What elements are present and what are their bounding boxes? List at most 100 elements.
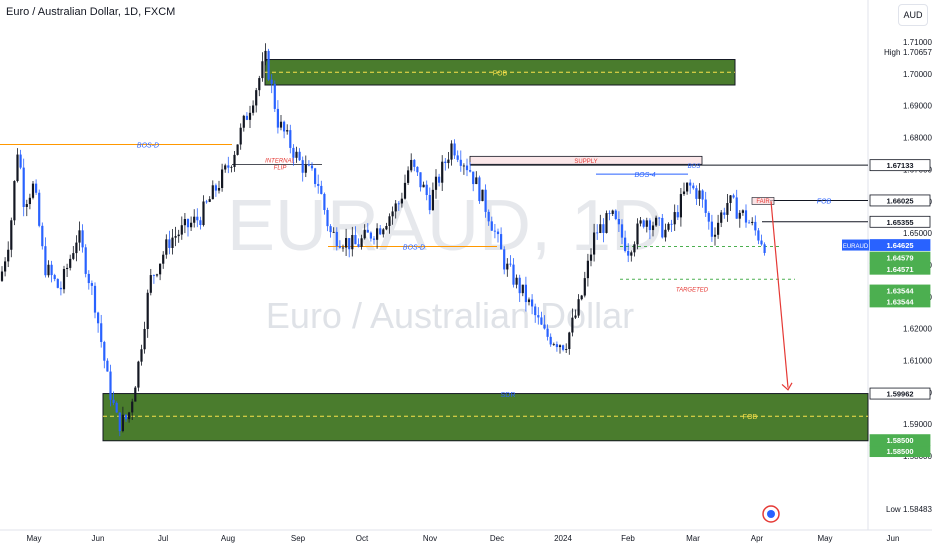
bos-d-left-label: BOS-D — [137, 143, 159, 150]
candle-body — [717, 223, 719, 235]
candle-body — [736, 197, 738, 218]
candle-body — [314, 168, 316, 184]
candle-body — [574, 316, 576, 318]
candle-body — [233, 155, 235, 167]
candle-body — [10, 220, 12, 249]
candle-body — [156, 274, 158, 275]
candle-body — [733, 195, 735, 197]
candle-body — [649, 220, 651, 230]
high-value: 1.70657 — [903, 48, 932, 57]
candle-body — [497, 232, 499, 235]
candle-body — [447, 160, 449, 163]
time-tick-label: May — [26, 534, 41, 543]
candle-body — [271, 80, 273, 84]
candle-body — [463, 166, 465, 167]
time-tick-label: May — [817, 534, 832, 543]
candle-body — [240, 128, 242, 145]
candle-body — [605, 213, 607, 233]
candle-body — [438, 177, 440, 183]
candle-body — [134, 388, 136, 402]
candle-body — [547, 329, 549, 337]
candle-body — [326, 210, 328, 226]
candle-body — [426, 185, 428, 195]
candle-body — [69, 259, 71, 268]
candle-body — [82, 230, 84, 247]
candle-body — [559, 345, 561, 347]
candle-body — [742, 210, 744, 213]
candle-body — [674, 212, 676, 224]
candle-body — [475, 177, 477, 184]
candle-body — [199, 220, 201, 225]
high-label: High — [884, 48, 900, 57]
time-tick-label: Sep — [291, 534, 306, 543]
candle-body — [751, 222, 753, 223]
candle-body — [357, 244, 359, 247]
candle-body — [94, 286, 96, 313]
candle-body — [258, 78, 260, 90]
price-badge-text: 1.66025 — [886, 196, 913, 205]
candle-body — [720, 212, 722, 222]
candle-body — [444, 162, 446, 163]
low-label: Low — [886, 505, 901, 514]
watermark-symbol: EURAUD, 1D — [227, 186, 663, 266]
candle-body — [373, 239, 375, 240]
candle-body — [187, 219, 189, 227]
candle-body — [249, 113, 251, 120]
price-badge-text: 1.67133 — [886, 161, 913, 170]
time-tick-label: Nov — [423, 534, 437, 543]
price-badge-text: 1.63544 — [886, 297, 914, 306]
candle-body — [376, 228, 378, 239]
time-tick-label: Aug — [221, 534, 235, 543]
candle-body — [178, 235, 180, 236]
candle-body — [534, 306, 536, 315]
candle-body — [196, 217, 198, 221]
candle-body — [488, 212, 490, 221]
price-tick-label: 1.70000 — [903, 70, 932, 79]
candle-body — [441, 162, 443, 183]
candle-body — [466, 166, 468, 171]
broker-logo-inner-icon — [767, 510, 775, 518]
candle-body — [503, 249, 505, 269]
candle-body — [602, 224, 604, 233]
candle-body — [571, 318, 573, 333]
candle-body — [401, 199, 403, 204]
low-value: 1.58483 — [903, 505, 932, 514]
candle-body — [47, 265, 49, 275]
candle-body — [4, 261, 6, 271]
candle-body — [289, 130, 291, 148]
candle-body — [367, 230, 369, 233]
candle-body — [333, 232, 335, 233]
candle-body — [109, 372, 111, 400]
candle-body — [512, 265, 514, 285]
candle-body — [237, 144, 239, 154]
candle-body — [206, 201, 208, 202]
candle-body — [764, 244, 766, 253]
candle-body — [543, 325, 545, 329]
price-tick-label: 1.62000 — [903, 325, 932, 334]
projection-arrow-line — [771, 201, 788, 387]
candle-body — [667, 224, 669, 230]
candle-body — [215, 185, 217, 190]
candle-body — [113, 400, 115, 403]
candle-body — [299, 152, 301, 160]
candle-body — [537, 315, 539, 317]
candle-body — [119, 413, 121, 432]
time-tick-label: Oct — [356, 534, 369, 543]
symbol-badge-label: EURAUD — [843, 244, 869, 250]
candle-body — [562, 345, 564, 350]
candle-body — [85, 247, 87, 274]
price-badge-text: 1.58500 — [886, 436, 913, 445]
candle-body — [162, 255, 164, 264]
candle-body — [286, 130, 288, 131]
candle-body — [485, 190, 487, 212]
candle-body — [609, 213, 611, 214]
fob-right-label: FOB — [817, 198, 832, 205]
price-badge-text: 1.64625 — [886, 241, 913, 250]
candle-body — [317, 184, 319, 186]
currency-button[interactable]: AUD — [898, 4, 928, 26]
candle-body — [692, 186, 694, 189]
candle-body — [320, 186, 322, 194]
price-tick-label: 1.71000 — [903, 38, 932, 47]
